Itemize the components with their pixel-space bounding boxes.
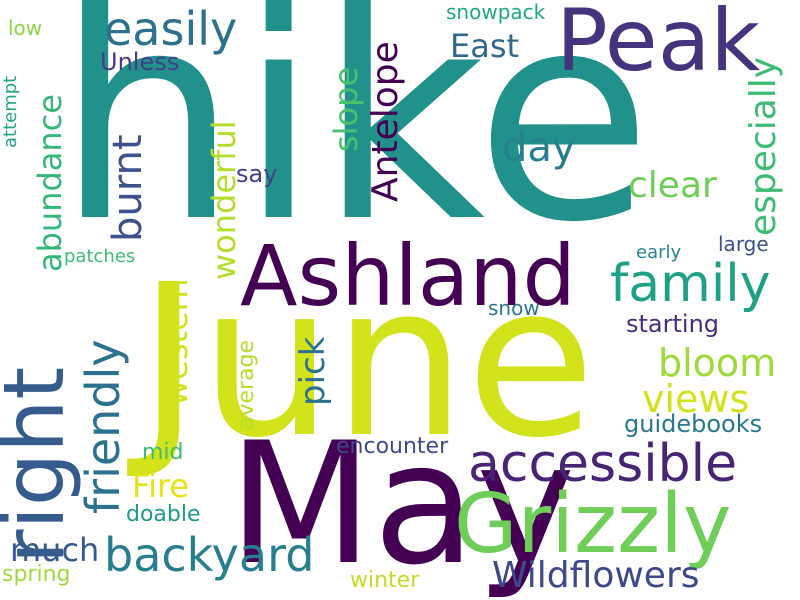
word-grizzly: Grizzly	[454, 477, 732, 572]
word-pick: pick	[293, 336, 333, 406]
word-hike: hike	[56, 0, 653, 285]
word-snowpack: snowpack	[446, 0, 546, 24]
word-especially: especially	[743, 56, 784, 236]
word-snow: snow	[488, 296, 540, 320]
word-easily: easily	[104, 2, 238, 56]
word-clear: clear	[628, 165, 717, 206]
word-winter: winter	[350, 568, 420, 593]
word-fire: Fire	[132, 467, 190, 505]
word-peak: Peak	[556, 0, 761, 91]
word-patches: patches	[64, 246, 136, 267]
word-spring: spring	[2, 562, 71, 587]
word-attempt: attempt	[0, 75, 21, 148]
word-ashland: Ashland	[240, 227, 576, 325]
word-guidebooks: guidebooks	[624, 410, 763, 438]
word-much: much	[10, 531, 100, 569]
word-wildflowers: Wildflowers	[492, 555, 700, 596]
word-friendly: friendly	[76, 339, 130, 514]
word-say: say	[236, 160, 278, 188]
word-antelope: Antelope	[365, 41, 406, 202]
word-average: average	[234, 339, 259, 430]
word-june: June	[138, 239, 596, 484]
word-western: western	[157, 278, 195, 406]
word-may: May	[228, 406, 576, 600]
word-slope: slope	[327, 66, 365, 152]
word-unless: Unless	[100, 48, 180, 76]
word-large: large	[718, 232, 769, 256]
word-early: early	[636, 242, 682, 263]
word-backyard: backyard	[104, 528, 315, 582]
word-accessible: accessible	[468, 434, 738, 494]
word-doable: doable	[126, 502, 201, 527]
word-east: East	[450, 27, 520, 65]
word-starting: starting	[626, 310, 720, 338]
word-wonderful: wonderful	[205, 120, 243, 280]
word-burnt: burnt	[105, 134, 151, 242]
word-bloom: bloom	[658, 341, 777, 385]
word-abundance: abundance	[31, 94, 69, 272]
word-views: views	[642, 377, 750, 421]
word-low: low	[8, 16, 43, 40]
word-family: family	[610, 254, 771, 314]
word-mid: mid	[142, 440, 184, 465]
word-encounter: encounter	[336, 434, 449, 459]
word-day: day	[502, 125, 576, 171]
